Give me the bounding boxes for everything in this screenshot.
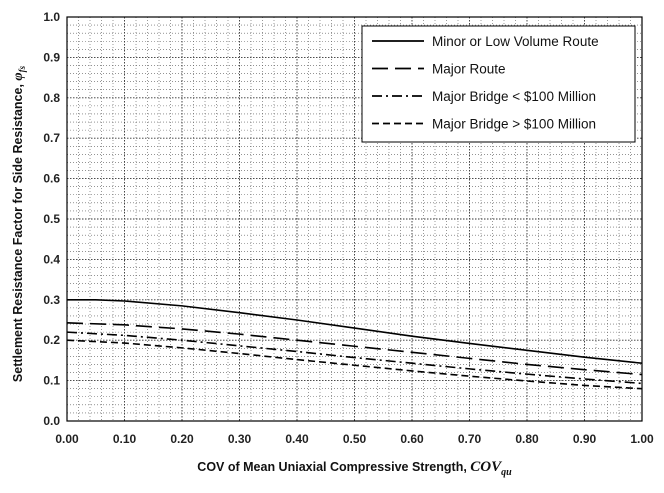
x-tick-label: 0.50: [343, 432, 367, 446]
x-tick-label: 0.10: [113, 432, 137, 446]
y-tick-label: 0.9: [43, 50, 60, 64]
plot-frame: [66, 16, 643, 422]
y-axis-title-text: Settlement Resistance Factor for Side Re…: [11, 81, 25, 383]
x-tick-label: 0.00: [55, 432, 79, 446]
y-tick-label: 0.4: [43, 252, 60, 266]
x-tick-label: 0.90: [573, 432, 597, 446]
x-tick-label: 0.60: [400, 432, 424, 446]
y-tick-label: 0.5: [43, 212, 60, 226]
series-line: [67, 298, 643, 365]
legend-label: Minor or Low Volume Route: [432, 34, 599, 49]
series-layer: [66, 298, 643, 390]
x-tick-label: 0.40: [285, 432, 309, 446]
x-axis-title-subscript: qu: [501, 467, 512, 478]
x-axis-title: COV of Mean Uniaxial Compressive Strengt…: [197, 459, 512, 478]
y-tick-label: 0.2: [43, 333, 60, 347]
y-tick-labels: 0.0 0.1 0.2 0.3 0.4 0.5 0.6 0.7 0.8 0.9 1.0: [43, 10, 60, 428]
x-tick-label: 0.80: [515, 432, 539, 446]
y-tick-label: 1.0: [43, 10, 60, 24]
y-axis-title-symbol: φ: [11, 72, 26, 80]
legend: Minor or Low Volume Route Major Route Majo…: [361, 25, 636, 143]
series-line: [66, 322, 643, 376]
x-tick-label: 0.30: [228, 432, 252, 446]
y-axis-title-subscript: fs: [17, 65, 27, 72]
x-tick-label: 0.20: [170, 432, 194, 446]
x-axis-title-text: COV of Mean Uniaxial Compressive Strengt…: [197, 460, 470, 474]
series-line: [66, 339, 643, 390]
y-axis-title: Settlement Resistance Factor for Side Re…: [11, 65, 27, 382]
legend-label: Major Route: [432, 62, 506, 77]
x-tick-labels: 0.00 0.10 0.20 0.30 0.40 0.50 0.60 0.70 0.80 0.90…: [55, 432, 654, 446]
y-tick-label: 0.0: [43, 414, 60, 428]
y-tick-label: 0.1: [43, 374, 60, 388]
x-tick-label: 0.70: [458, 432, 482, 446]
y-tick-label: 0.7: [43, 131, 60, 145]
y-tick-label: 0.6: [43, 172, 60, 186]
x-axis-title-symbol: COV: [470, 459, 503, 475]
y-tick-label: 0.8: [43, 91, 60, 105]
series-line: [66, 331, 643, 385]
legend-label: Major Bridge < $100 Million: [432, 89, 596, 104]
x-tick-label: 1.00: [630, 432, 654, 446]
legend-label: Major Bridge > $100 Million: [432, 117, 596, 132]
y-tick-label: 0.3: [43, 293, 60, 307]
